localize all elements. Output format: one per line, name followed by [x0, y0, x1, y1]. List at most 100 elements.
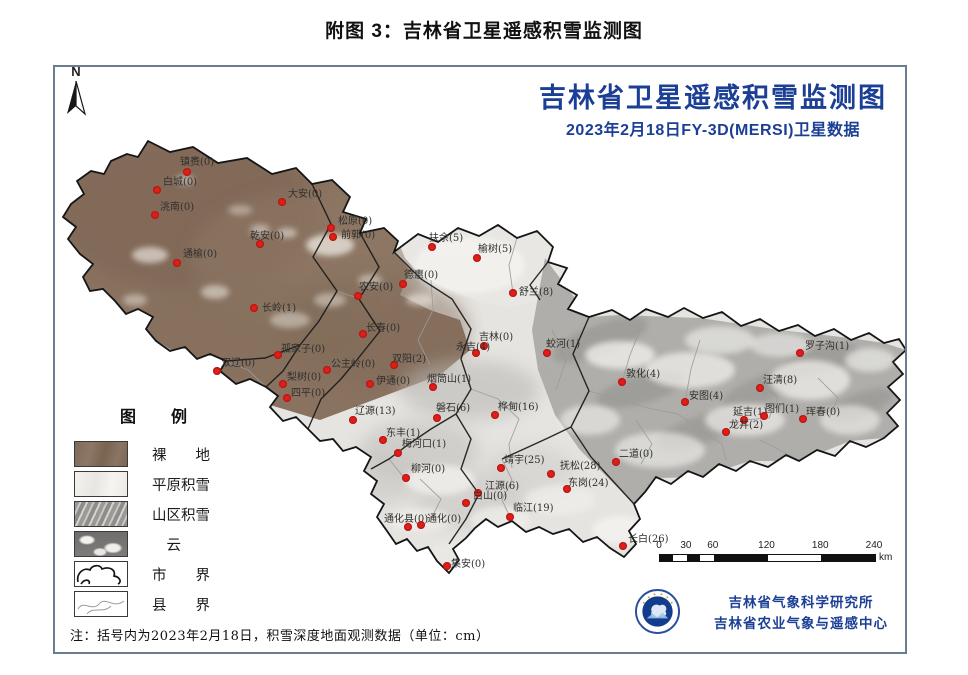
station-dot: [274, 351, 282, 359]
station-dot: [279, 380, 287, 388]
station-label: 公主岭(0): [331, 359, 376, 370]
station-label: 通化(0): [427, 514, 462, 525]
station-label: 吉林(0): [479, 332, 514, 343]
station-dot: [213, 367, 221, 375]
scale-tick-label: 30: [680, 540, 692, 551]
station-dot: [283, 394, 291, 402]
station-label: 榆树(5): [478, 244, 513, 255]
station-label: 扶余(5): [429, 233, 464, 244]
legend: 图 例 裸 地平原积雪 山区积雪 云市 界县 界: [74, 403, 284, 621]
institute-logo-icon: [634, 588, 681, 635]
station-label: 双辽(0): [221, 358, 256, 369]
station-dot: [433, 414, 441, 422]
station-dot: [323, 366, 331, 374]
figure-caption: 附图 3：吉林省卫星遥感积雪监测图: [325, 21, 643, 42]
station-label: 东岗(24): [568, 478, 609, 489]
credit-line-1: 吉林省气象科学研究所: [728, 595, 874, 610]
legend-item-label: 平原积雪: [152, 477, 210, 494]
station-label: 通化县(0): [384, 514, 429, 525]
scale-unit: km: [879, 552, 893, 563]
scale-segment: [767, 555, 822, 561]
station-label: 汪清(8): [763, 375, 798, 386]
legend-item: 市 界: [74, 561, 284, 587]
legend-swatch-mountain: [74, 501, 128, 527]
station-label: 梅河口(1): [402, 439, 447, 450]
station-dot: [151, 211, 159, 219]
station-dot: [497, 464, 505, 472]
station-label: 通榆(0): [183, 249, 218, 260]
scale-tick-label: 0: [656, 540, 662, 551]
station-label: 临江(19): [513, 503, 554, 514]
legend-item: 裸 地: [74, 441, 284, 467]
station-dot: [796, 349, 804, 357]
legend-swatch-county: [74, 591, 128, 617]
station-dot: [472, 349, 480, 357]
scale-tick-label: 120: [758, 540, 775, 551]
station-label: 桦甸(16): [498, 402, 539, 413]
station-dot: [543, 349, 551, 357]
scale-segment: [713, 555, 768, 561]
station-dot: [366, 380, 374, 388]
scale-segment: [686, 555, 701, 561]
legend-item: 县 界: [74, 591, 284, 617]
map-subtitle: 2023年2月18日FY-3D(MERSI)卫星数据: [566, 122, 860, 139]
station-label: 镇赉(0): [180, 157, 215, 168]
station-dot: [402, 474, 410, 482]
legend-item: 山区积雪: [74, 501, 284, 527]
station-dot: [404, 523, 412, 531]
station-dot: [390, 361, 398, 369]
station-label: 二道(0): [619, 449, 654, 460]
legend-item: 云: [74, 531, 284, 557]
station-label: 蛟河(1): [546, 339, 581, 350]
station-dot: [740, 416, 748, 424]
station-label: 安图(4): [689, 391, 724, 402]
station-dot: [462, 499, 470, 507]
station-label: 靖宇(25): [504, 455, 545, 466]
station-dot: [278, 198, 286, 206]
station-label: 舒兰(8): [519, 287, 554, 298]
station-label: 集安(0): [451, 559, 486, 570]
station-dot: [429, 383, 437, 391]
north-arrow: N: [60, 64, 92, 120]
station-label: 敦化(4): [626, 369, 661, 380]
station-dot: [428, 243, 436, 251]
station-dot: [183, 168, 191, 176]
station-dot: [417, 521, 425, 529]
station-dot: [509, 289, 517, 297]
station-label: 江源(6): [485, 481, 520, 492]
station-label: 珲春(0): [806, 407, 841, 418]
legend-item-label: 市 界: [152, 567, 210, 584]
station-label: 罗子沟(1): [805, 341, 850, 352]
station-label: 洮南(0): [160, 202, 195, 213]
station-dot: [474, 489, 482, 497]
station-label: 东丰(1): [386, 428, 421, 439]
station-label: 农安(0): [359, 282, 394, 293]
legend-items: 裸 地平原积雪山区积雪 云市 界县 界: [74, 441, 284, 617]
station-label: 龙井(2): [729, 420, 764, 431]
station-label: 图们(1): [765, 404, 800, 415]
station-dot: [349, 416, 357, 424]
station-label: 大安(0): [288, 189, 323, 200]
station-dot: [359, 330, 367, 338]
scale-bar: 0 30 60 120 180 240 km: [656, 540, 909, 568]
station-label: 长春(0): [366, 323, 401, 334]
station-dot: [506, 513, 514, 521]
station-dot: [327, 224, 335, 232]
north-label: N: [71, 64, 81, 79]
station-label: 伊通(0): [376, 376, 411, 387]
province-outline: [61, 139, 908, 575]
scale-tick-label: 240: [865, 540, 883, 551]
station-label: 四平(0): [291, 388, 326, 399]
county-boundaries: [225, 237, 839, 520]
station-dot: [443, 562, 451, 570]
station-label: 抚松(28): [560, 461, 601, 472]
scale-tick-label: 60: [707, 540, 719, 551]
station-label: 辽源(13): [355, 406, 396, 417]
station-dot: [379, 436, 387, 444]
legend-swatch-plain: [74, 471, 128, 497]
station-label: 德惠(0): [404, 270, 439, 281]
station-dot: [760, 412, 768, 420]
station-dot: [756, 384, 764, 392]
station-dot: [256, 240, 264, 248]
